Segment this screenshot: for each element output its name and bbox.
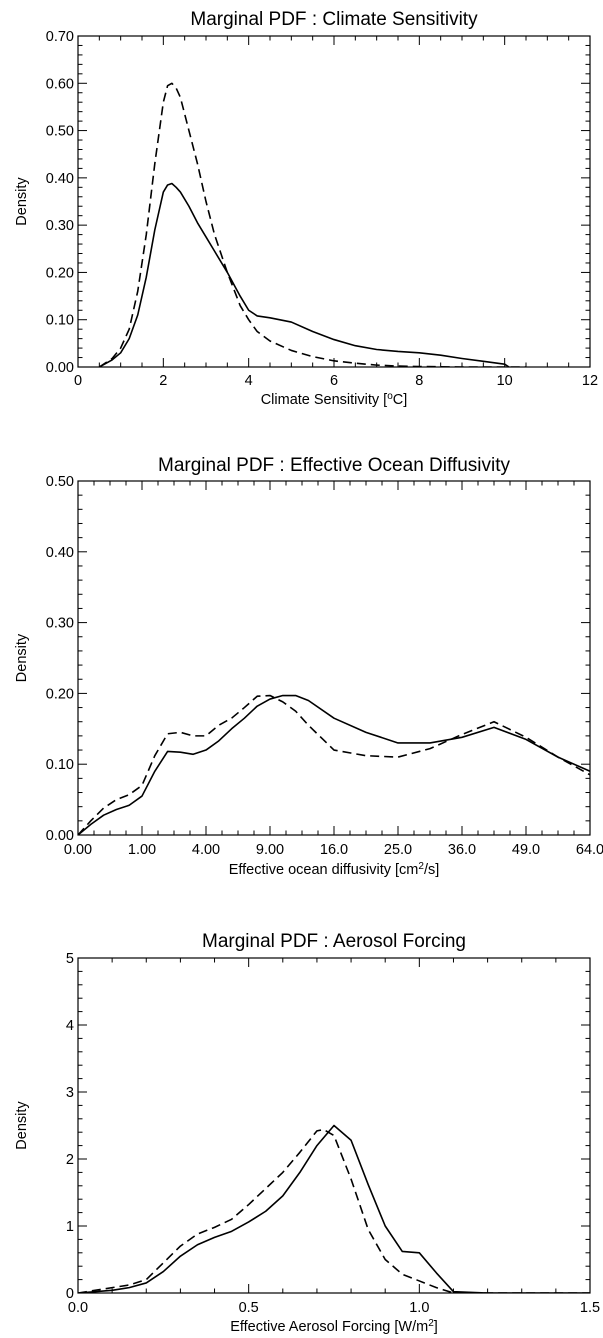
y-tick-label: 0.20 (46, 686, 74, 702)
plot-frame (77, 957, 591, 1294)
y-axis-label: Density (14, 633, 30, 682)
x-axis-label: Effective Aerosol Forcing [W/m2] (230, 1318, 438, 1336)
x-axis-label: Effective ocean diffusivity [cm2/s] (229, 861, 440, 879)
dashed-density-curve (78, 694, 590, 835)
x-tick-label: 64.0 (576, 842, 603, 858)
chart-panel-2: Marginal PDF : Effective Ocean Diffusivi… (14, 455, 603, 878)
chart-panel-1: Marginal PDF : Climate Sensitivity 0 2 4 6 8 1… (14, 9, 598, 408)
plot-frame (77, 35, 591, 368)
solid-density-curve (78, 1124, 590, 1293)
y-tick-label: 0.50 (46, 474, 74, 490)
solid-density-curve (78, 694, 590, 835)
x-tick-label: 10 (497, 373, 513, 389)
chart-title: Marginal PDF : Effective Ocean Diffusivi… (158, 455, 510, 476)
x-tick-label: 4 (245, 373, 253, 389)
y-axis-label: Density (14, 1101, 30, 1150)
y-tick-label: 0.70 (46, 29, 74, 45)
y-tick-label: 0.50 (46, 124, 74, 140)
y-tick-label: 0.30 (46, 218, 74, 234)
dashed-density-curve (78, 1128, 590, 1293)
y-tick-label: 0.00 (46, 360, 74, 376)
x-tick-label: 9.00 (256, 842, 284, 858)
chart-title: Marginal PDF : Aerosol Forcing (202, 931, 466, 952)
x-tick-label: 1.5 (580, 1300, 600, 1316)
x-tick-label: 0.5 (239, 1300, 259, 1316)
x-tick-label: 1.00 (128, 842, 156, 858)
y-tick-label: 2 (66, 1152, 74, 1168)
y-tick-label: 0.10 (46, 313, 74, 329)
x-tick-label: 4.00 (192, 842, 220, 858)
solid-density-curve (98, 182, 510, 367)
y-tick-label: 1 (66, 1219, 74, 1235)
x-tick-label: 1.0 (409, 1300, 429, 1316)
y-tick-label: 0.00 (46, 828, 74, 844)
x-tick-label: 0.0 (68, 1300, 88, 1316)
y-tick-label: 0 (66, 1286, 74, 1302)
y-tick-label: 3 (66, 1085, 74, 1101)
y-axis-label: Density (14, 177, 30, 226)
x-axis-label: Climate Sensitivity [oC] (261, 391, 408, 409)
y-tick-label: 4 (66, 1018, 74, 1034)
y-tick-label: 0.30 (46, 616, 74, 632)
chart-title: Marginal PDF : Climate Sensitivity (190, 9, 478, 30)
y-tick-label: 0.40 (46, 171, 74, 187)
y-tick-label: 0.20 (46, 265, 74, 281)
x-tick-label: 8 (415, 373, 423, 389)
x-tick-label: 0 (74, 373, 82, 389)
dashed-density-curve (98, 82, 526, 367)
y-tick-label: 0.10 (46, 757, 74, 773)
x-tick-label: 0.00 (64, 842, 92, 858)
x-tick-label: 2 (159, 373, 167, 389)
y-tick-label: 0.60 (46, 76, 74, 92)
y-tick-label: 0.40 (46, 545, 74, 561)
x-tick-label: 49.0 (512, 842, 540, 858)
x-tick-label: 16.0 (320, 842, 348, 858)
chart-panel-3: Marginal PDF : Aerosol Forcing 0.0 0.5 1.0 1… (14, 931, 600, 1335)
y-tick-label: 5 (66, 951, 74, 967)
x-tick-label: 36.0 (448, 842, 476, 858)
x-tick-label: 25.0 (384, 842, 412, 858)
plot-frame (77, 480, 591, 836)
x-tick-label: 12 (582, 373, 598, 389)
x-tick-label: 6 (330, 373, 338, 389)
